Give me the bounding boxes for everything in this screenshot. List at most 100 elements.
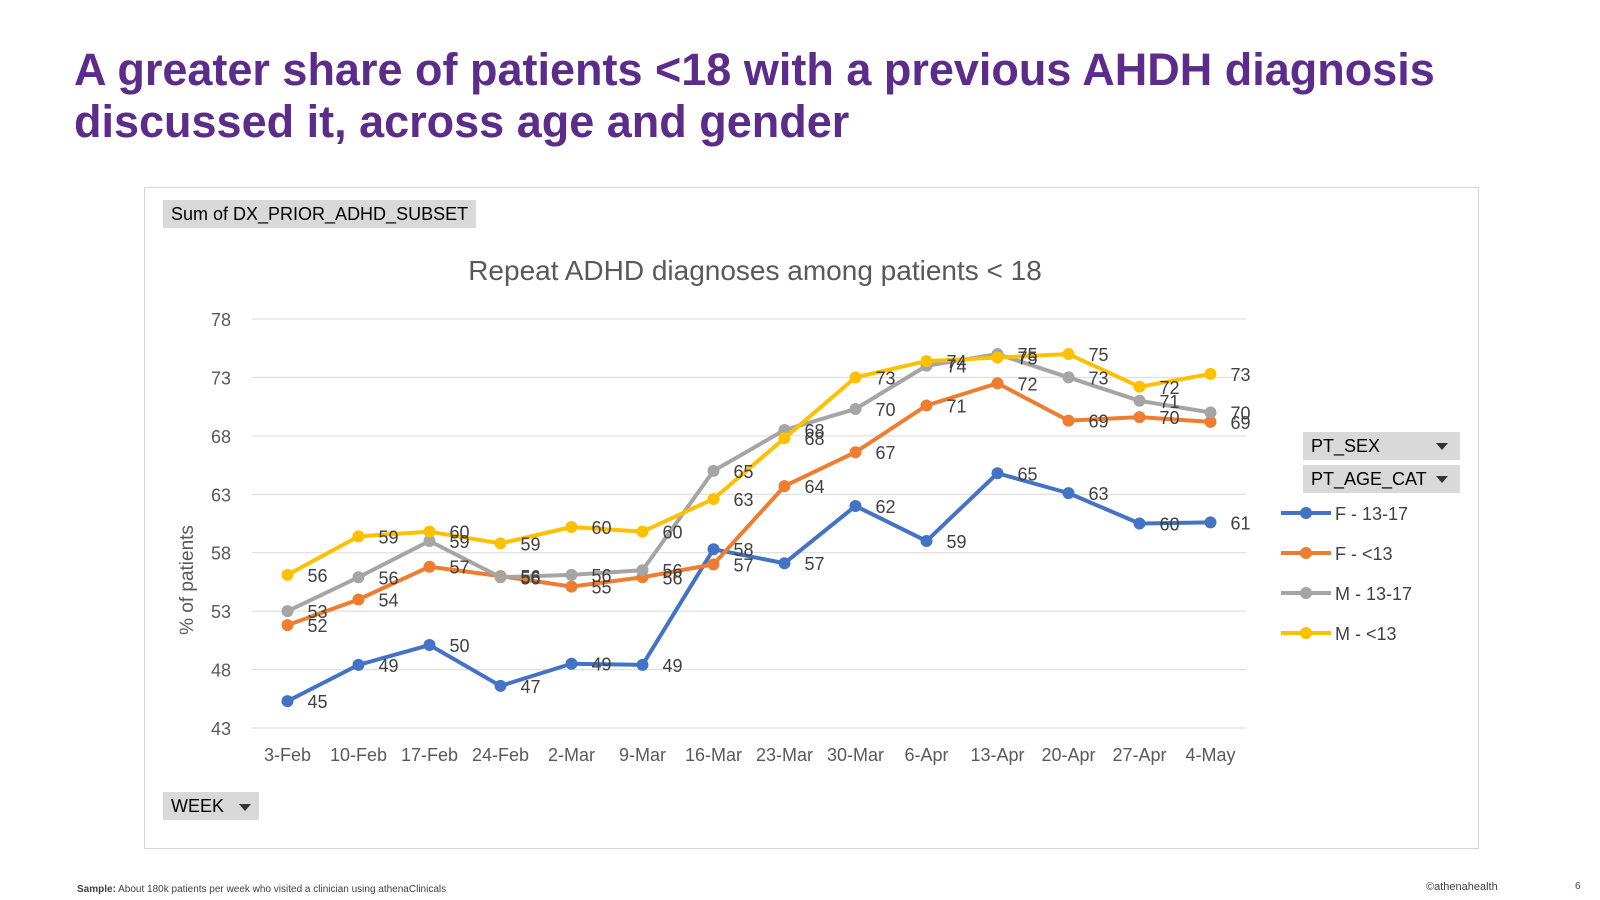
data-point	[1133, 394, 1146, 407]
data-label: 56	[521, 568, 541, 588]
y-tick-label: 48	[211, 661, 231, 681]
data-point	[778, 557, 791, 570]
x-tick-label: 3-Feb	[264, 745, 311, 765]
data-point	[849, 446, 862, 459]
legend-label: M - <13	[1335, 624, 1397, 644]
data-label: 74	[947, 352, 967, 372]
data-label: 49	[592, 655, 612, 675]
data-label: 63	[734, 490, 754, 510]
data-label: 63	[1089, 484, 1109, 504]
pt-sex-filter-button[interactable]: PT_SEX	[1303, 432, 1460, 460]
data-label: 45	[308, 692, 328, 712]
y-tick-label: 53	[211, 602, 231, 622]
data-label: 70	[876, 400, 896, 420]
data-point	[423, 535, 436, 548]
week-axis-field-label: WEEK	[171, 796, 225, 816]
series-m-13	[281, 348, 1217, 581]
data-label: 56	[663, 568, 683, 588]
data-point	[778, 480, 791, 493]
data-label: 70	[1231, 403, 1251, 423]
legend-label: F - 13-17	[1335, 504, 1408, 524]
legend-marker	[1300, 627, 1312, 639]
x-tick-label: 30-Mar	[827, 745, 884, 765]
y-tick-label: 43	[211, 719, 231, 739]
chevron-down-icon	[1436, 476, 1448, 483]
data-point	[849, 371, 862, 384]
data-point	[636, 564, 649, 577]
data-point	[849, 402, 862, 415]
data-point	[281, 568, 294, 581]
data-label: 58	[734, 540, 754, 560]
y-axis-ticks: 43 48 53 58 63 68 73 78	[211, 310, 231, 739]
data-label: 60	[663, 523, 683, 543]
data-point	[1062, 348, 1075, 361]
data-label: 64	[805, 477, 825, 497]
data-label: 57	[734, 555, 754, 575]
footer-sample-label: Sample:	[77, 884, 116, 895]
data-label: 75	[1018, 345, 1038, 365]
chevron-down-icon	[239, 803, 252, 811]
data-point	[707, 492, 720, 505]
footer-brand: ©athenahealth	[1426, 881, 1498, 893]
week-axis-field-button[interactable]: WEEK	[163, 792, 260, 820]
x-tick-label: 9-Mar	[619, 745, 666, 765]
data-point	[707, 543, 720, 556]
series-m-13-17	[281, 348, 1217, 618]
x-tick-label: 13-Apr	[970, 745, 1024, 765]
data-label: 75	[1089, 345, 1109, 365]
y-tick-label: 73	[211, 368, 231, 388]
data-point	[494, 679, 507, 692]
data-point	[920, 399, 933, 412]
pt-sex-filter-label: PT_SEX	[1311, 436, 1381, 456]
pivot-value-field-button[interactable]: Sum of DX_PRIOR_ADHD_SUBSET	[163, 200, 476, 228]
data-label: 60	[450, 523, 470, 543]
legend-item[interactable]: F - <13	[1281, 544, 1393, 564]
data-label: 59	[521, 534, 541, 554]
data-label: 56	[521, 567, 541, 587]
legend-item[interactable]: F - 13-17	[1281, 504, 1408, 524]
data-label: 49	[663, 656, 683, 676]
data-label: 74	[947, 357, 967, 377]
data-label: 52	[308, 616, 328, 636]
legend-marker	[1300, 507, 1312, 519]
chevron-down-icon	[1436, 443, 1448, 450]
data-label: 68	[805, 421, 825, 441]
data-point	[281, 605, 294, 618]
data-label: 60	[592, 518, 612, 538]
line-chart: Repeat ADHD diagnoses among patients < 1…	[177, 255, 1412, 765]
data-label: 72	[1018, 374, 1038, 394]
data-point	[565, 521, 578, 534]
x-axis-ticks: 3-Feb 10-Feb 17-Feb 24-Feb 2-Mar 9-Mar 16-Mar 2…	[264, 745, 1236, 765]
data-point	[1062, 487, 1075, 500]
data-point	[778, 432, 791, 445]
data-label: 65	[1018, 464, 1038, 484]
data-point	[636, 525, 649, 538]
data-label: 69	[1089, 412, 1109, 432]
data-point	[565, 580, 578, 593]
pt-age-cat-filter-label: PT_AGE_CAT	[1311, 469, 1427, 489]
data-point	[1204, 367, 1217, 380]
data-label: 56	[308, 566, 328, 586]
data-point	[1204, 516, 1217, 529]
data-label: 73	[876, 368, 896, 388]
slide-title: A greater share of patients <18 with a p…	[74, 44, 1534, 148]
data-point	[636, 658, 649, 671]
slide-title-line-2: discussed it, across age and gender	[74, 96, 850, 147]
series-line	[285, 471, 1213, 704]
legend-item[interactable]: M - 13-17	[1281, 584, 1412, 604]
data-label: 65	[734, 462, 754, 482]
data-point	[1204, 415, 1217, 428]
data-label: 57	[450, 558, 470, 578]
series-lines	[281, 348, 1217, 708]
legend-item[interactable]: M - <13	[1281, 624, 1397, 644]
x-tick-label: 2-Mar	[548, 745, 595, 765]
data-point	[707, 464, 720, 477]
data-label: 71	[1160, 392, 1180, 412]
pt-age-cat-filter-button[interactable]: PT_AGE_CAT	[1303, 465, 1460, 493]
data-label: 68	[805, 429, 825, 449]
footer-sample-text: About 180k patients per week who visited…	[115, 884, 447, 895]
data-point	[423, 639, 436, 652]
data-label: 71	[947, 396, 967, 416]
legend-label: M - 13-17	[1335, 584, 1412, 604]
